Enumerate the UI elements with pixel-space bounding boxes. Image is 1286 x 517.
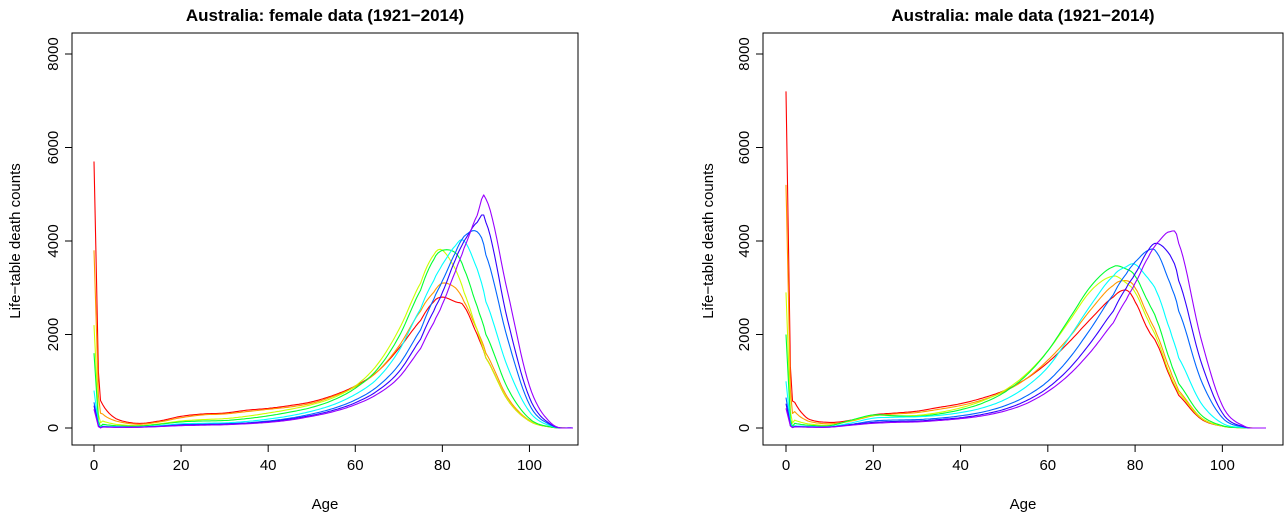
series-line-1940 [93,250,573,429]
y-tick-label: 2000 [45,318,62,351]
series-line-1990 [785,263,1266,429]
y-tick-label: 0 [45,424,62,432]
female-plot-frame [71,32,579,446]
female-panel: Australia: female data (1921−2014) Age L… [7,6,579,513]
y-tick-label: 8000 [45,37,62,70]
male-x-axis-label: Age [1010,496,1037,513]
series-line-2000 [785,248,1266,429]
y-tick-label: 6000 [45,131,62,164]
x-tick-label: 80 [1127,457,1144,474]
y-tick-label: 8000 [736,37,753,70]
x-tick-label: 100 [1210,457,1235,474]
series-line-1960 [785,275,1266,429]
x-tick-label: 40 [952,457,969,474]
female-series-lines [93,161,574,429]
series-line-1921 [785,91,1266,429]
series-line-2014 [93,194,574,429]
male-plot-frame [762,32,1284,446]
series-line-1990 [93,238,574,429]
x-tick-label: 0 [782,457,790,474]
y-tick-label: 2000 [736,318,753,351]
male-panel: Australia: male data (1921−2014) Age Lif… [700,6,1284,513]
x-tick-label: 20 [865,457,882,474]
y-tick-label: 4000 [45,224,62,257]
series-line-1975 [93,249,573,429]
female-y-axis: 0 2000 4000 6000 8000 [45,37,73,432]
series-line-1975 [785,265,1266,429]
x-tick-label: 0 [90,457,98,474]
x-tick-label: 100 [517,457,542,474]
series-line-1960 [93,248,573,429]
male-y-axis: 0 2000 4000 6000 8000 [736,37,764,432]
female-x-axis: 0 20 40 60 80 100 [90,444,542,474]
x-tick-label: 60 [1039,457,1056,474]
y-tick-label: 6000 [736,131,753,164]
female-y-axis-label: Life−table death counts [7,163,24,319]
male-series-lines [785,91,1266,429]
y-tick-label: 4000 [736,224,753,257]
x-tick-label: 80 [434,457,451,474]
female-x-axis-label: Age [312,496,339,513]
x-tick-label: 60 [347,457,364,474]
male-y-axis-label: Life−table death counts [700,163,717,319]
x-tick-label: 40 [260,457,277,474]
female-chart-title: Australia: female data (1921−2014) [186,6,464,25]
y-tick-label: 0 [736,424,753,432]
x-tick-label: 20 [173,457,190,474]
series-line-2007 [785,242,1266,429]
series-line-1940 [785,184,1266,429]
series-line-2014 [785,230,1266,429]
male-chart-title: Australia: male data (1921−2014) [891,6,1154,25]
male-x-axis: 0 20 40 60 80 100 [782,444,1235,474]
